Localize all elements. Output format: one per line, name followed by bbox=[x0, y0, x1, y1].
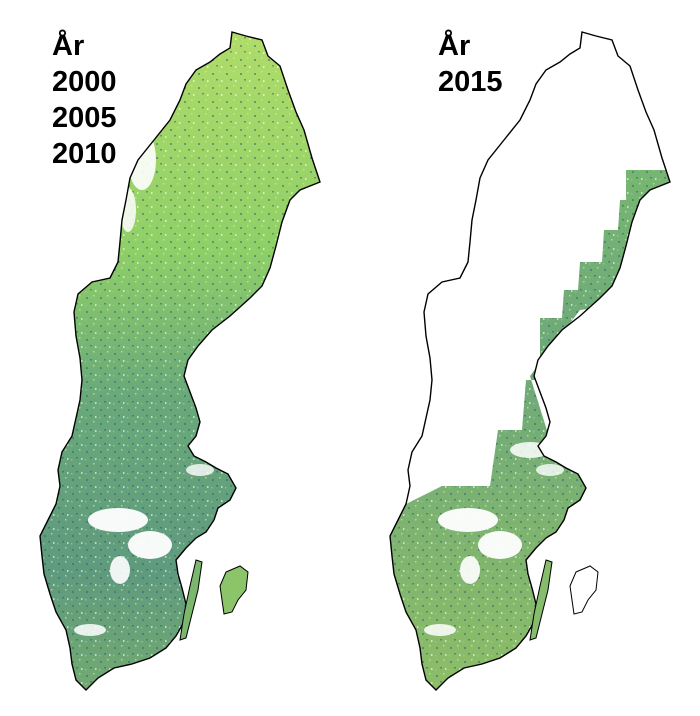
year-legend: År 2015 bbox=[438, 28, 503, 100]
year-label: 2015 bbox=[438, 66, 503, 98]
year-legend: År 2000 2005 2010 bbox=[52, 28, 117, 172]
year-label: 2005 bbox=[52, 102, 117, 134]
year-label: 2010 bbox=[52, 138, 117, 170]
forest-coverage-layer bbox=[390, 170, 670, 690]
map-panel-2015: År 2015 bbox=[350, 0, 700, 716]
year-heading: År bbox=[52, 30, 85, 62]
map-panel-2000-2010: År 2000 2005 2010 bbox=[39, 28, 321, 691]
year-heading: År bbox=[438, 30, 471, 62]
sweden-forest-map-2000-2010 bbox=[39, 31, 321, 691]
sweden-forest-map-2015 bbox=[389, 31, 671, 691]
year-label: 2000 bbox=[52, 66, 117, 98]
